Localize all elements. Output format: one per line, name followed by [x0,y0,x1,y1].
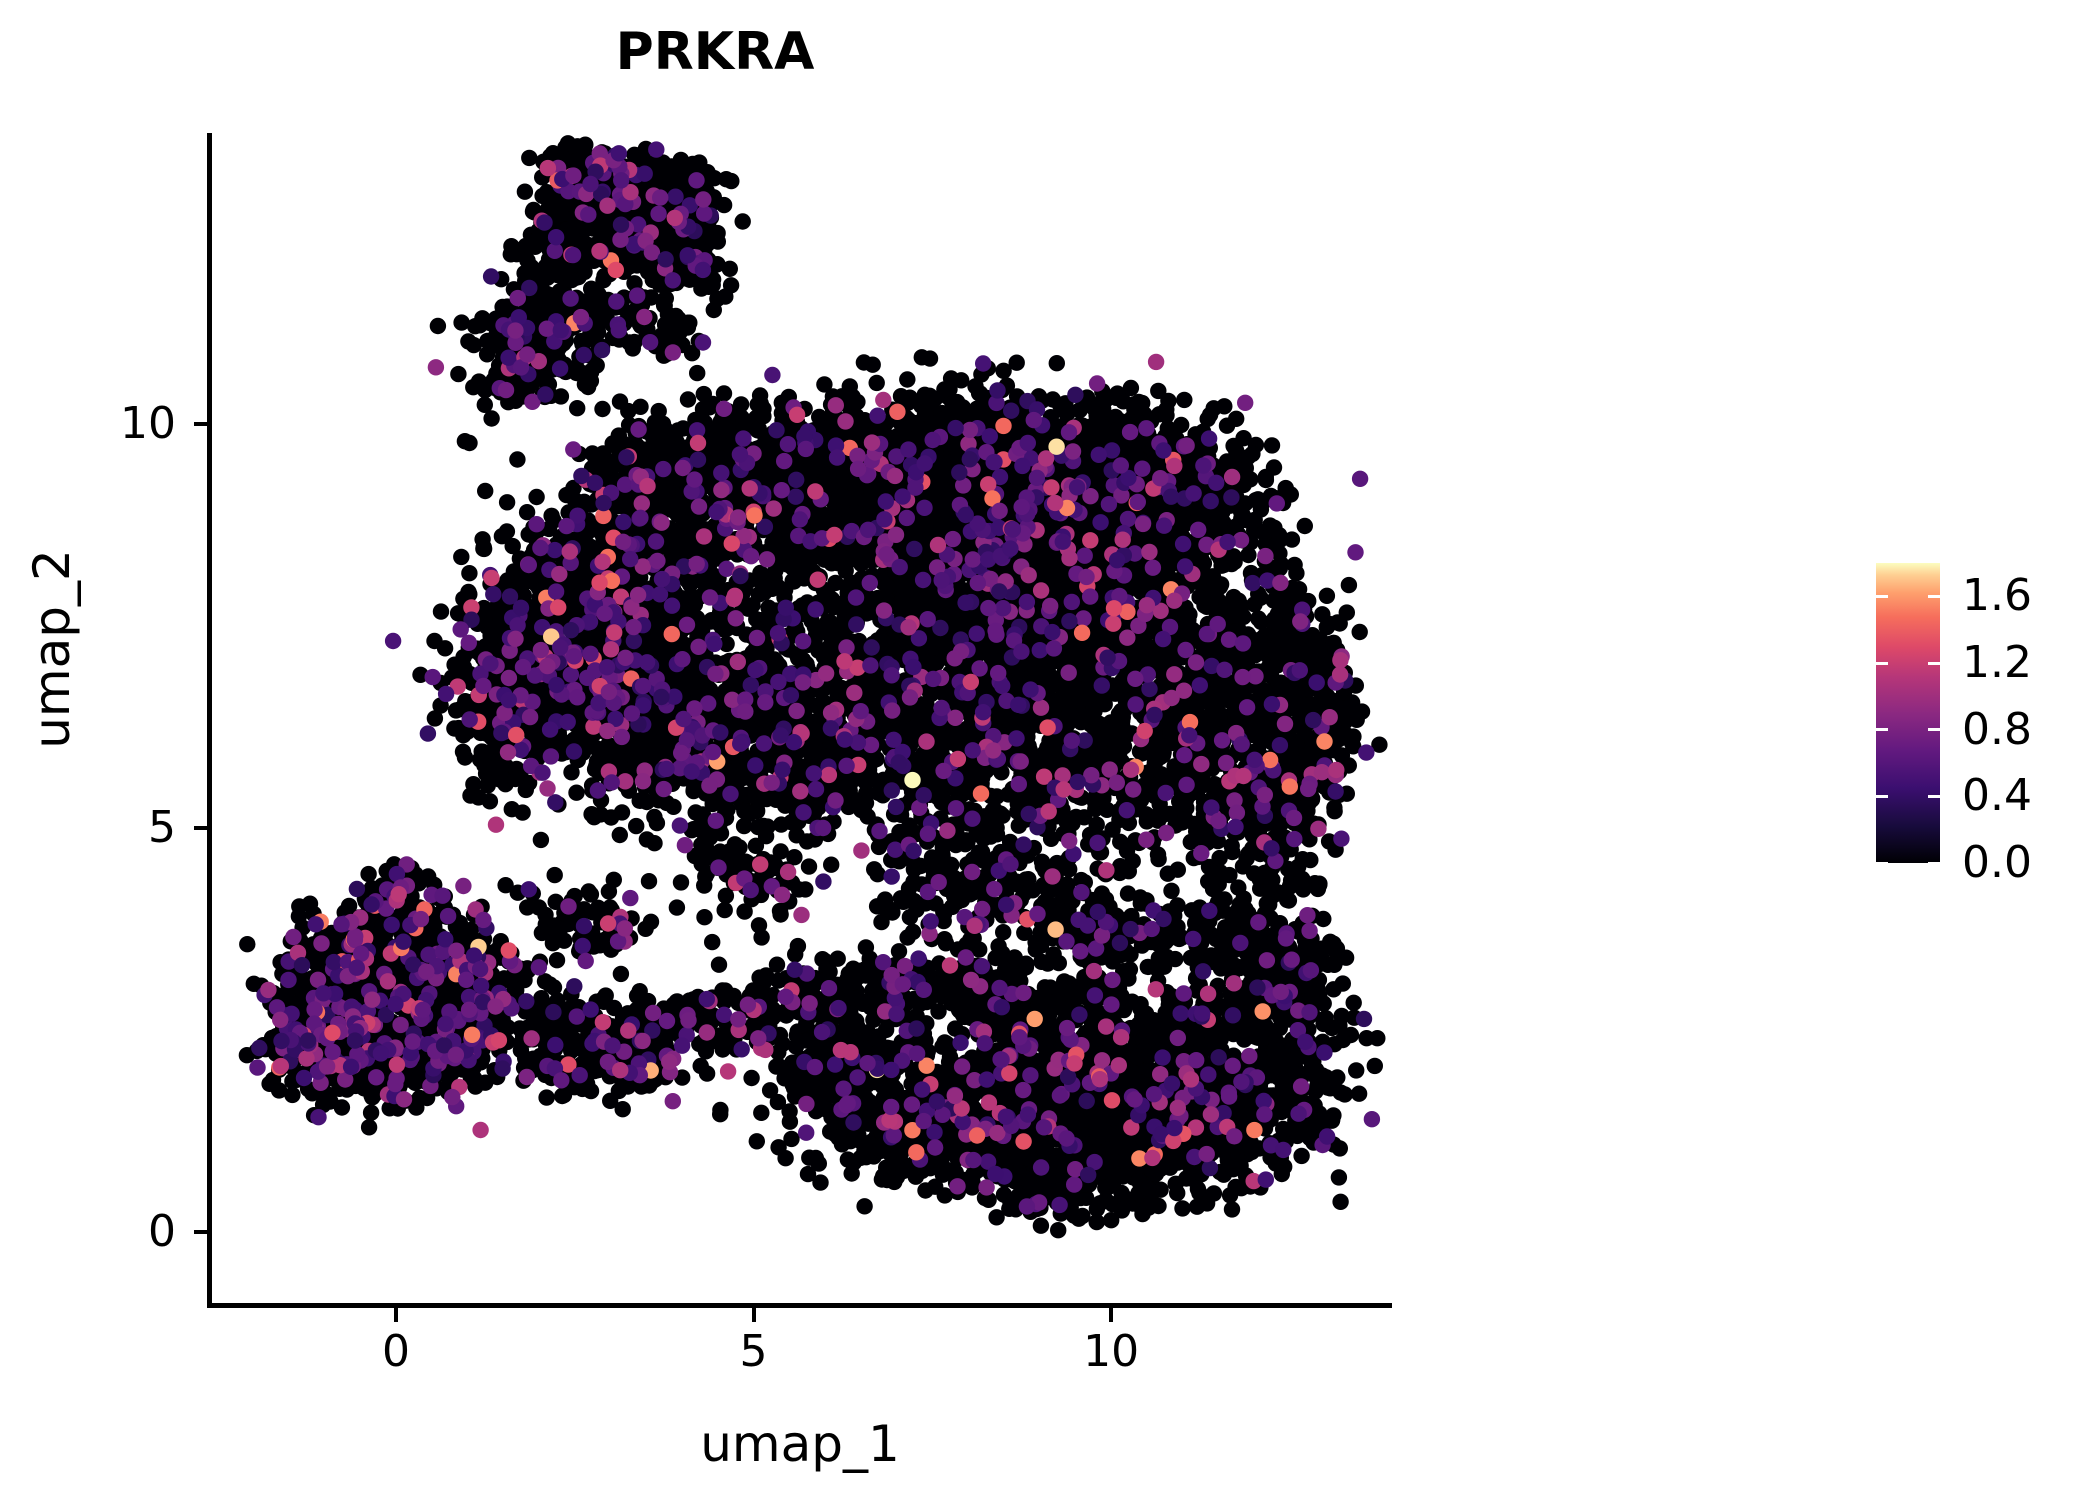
scatter-point [624,340,641,357]
scatter-point [526,294,543,311]
scatter-point [500,394,517,411]
scatter-point [502,246,519,263]
scatter-point [715,196,733,214]
scatter-point [1283,531,1301,548]
scatter-point [450,365,467,383]
scatter-point [592,225,610,243]
scatter-point [521,149,538,167]
scatter-point [509,451,526,468]
scatter-points-layer [238,135,1388,1239]
scatter-point [516,183,534,200]
scatter-point [470,373,488,390]
scatter-point [677,537,695,554]
scatter-point [519,252,536,269]
scatter-point [460,583,477,601]
scatter-point [801,553,818,570]
scatter-point [1048,355,1065,372]
scatter-point [721,260,738,277]
scatter-plot-area [210,133,1390,1305]
scatter-point [534,370,551,387]
scatter-point [477,482,494,500]
scatter-point [483,410,500,427]
scatter-point [613,804,631,821]
scatter-point [582,364,600,381]
scatter-point [542,292,559,309]
scatter-point [546,194,563,212]
scatter-point [476,396,493,413]
scatter-point [432,603,450,620]
scatter-point [759,609,776,626]
scatter-point [498,523,516,540]
scatter-point [552,388,570,405]
scatter-point [479,332,496,350]
scatter-point [518,504,536,521]
scatter-point [563,271,580,289]
scatter-point [646,808,663,826]
scatter-point [656,161,673,178]
scatter-point [568,784,585,801]
scatter-point [532,831,550,849]
scatter-point [543,507,560,524]
scatter-point [569,138,586,155]
scatter-point [429,317,447,335]
scatter-point [709,233,726,250]
scatter-point [1340,576,1358,594]
scatter-point [453,314,470,331]
scatter-point [504,537,521,555]
scatter-point [465,336,482,354]
scatter-point [732,491,750,509]
scatter-point [709,290,726,307]
scatter-point [436,640,454,657]
scatter-point [569,400,586,417]
scatter-point [668,322,685,339]
scatter-point [704,271,722,288]
scatter-point [1351,623,1368,641]
scatter-point [453,548,470,566]
x-axis-spine [207,1303,1392,1308]
scatter-point [568,364,585,382]
scatter-point [563,226,580,244]
scatter-point [734,213,751,230]
y-axis-spine [207,133,212,1308]
scatter-point [567,153,585,170]
scatter-point [723,172,740,190]
scatter-point [471,317,488,334]
scatter-point [539,269,556,286]
scatter-point [842,574,859,592]
scatter-point [656,297,673,314]
scatter-point [703,613,720,630]
page-title: PRKRA [615,22,815,82]
scatter-point [461,565,478,582]
